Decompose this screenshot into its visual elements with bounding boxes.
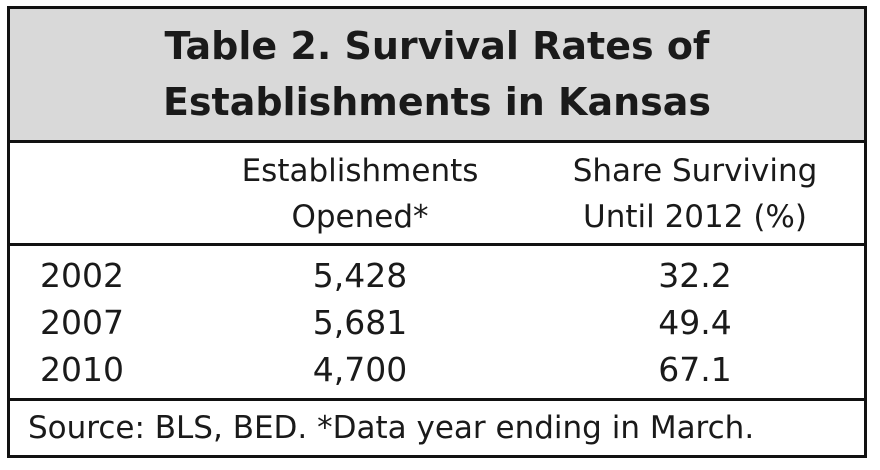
table-frame: Table 2. Survival Rates of Establishment… bbox=[7, 6, 867, 458]
footnote-divider bbox=[10, 398, 864, 401]
source-footnote: Source: BLS, BED. *Data year ending in M… bbox=[28, 410, 755, 446]
row-2002-share: 32.2 bbox=[658, 256, 732, 295]
table-title-band: Table 2. Survival Rates of Establishment… bbox=[10, 9, 864, 143]
column-header-opened-line-2: Opened* bbox=[291, 199, 429, 235]
column-header-share-line-2: Until 2012 (%) bbox=[583, 199, 807, 235]
column-header-opened-line-1: Establishments bbox=[241, 153, 479, 189]
table-title-line-2: Establishments in Kansas bbox=[162, 80, 712, 124]
column-header-share-line-1: Share Surviving bbox=[572, 153, 818, 189]
row-2010-share: 67.1 bbox=[658, 350, 732, 389]
row-2007-share: 49.4 bbox=[658, 303, 732, 342]
row-2010-opened: 4,700 bbox=[312, 350, 408, 389]
header-divider bbox=[10, 243, 864, 246]
row-2002-opened: 5,428 bbox=[312, 256, 408, 295]
row-2007-opened: 5,681 bbox=[312, 303, 408, 342]
table-title-line-1: Table 2. Survival Rates of bbox=[164, 24, 710, 68]
row-2007-year: 2007 bbox=[40, 303, 124, 342]
row-2010-year: 2010 bbox=[40, 350, 124, 389]
row-2002-year: 2002 bbox=[40, 256, 124, 295]
